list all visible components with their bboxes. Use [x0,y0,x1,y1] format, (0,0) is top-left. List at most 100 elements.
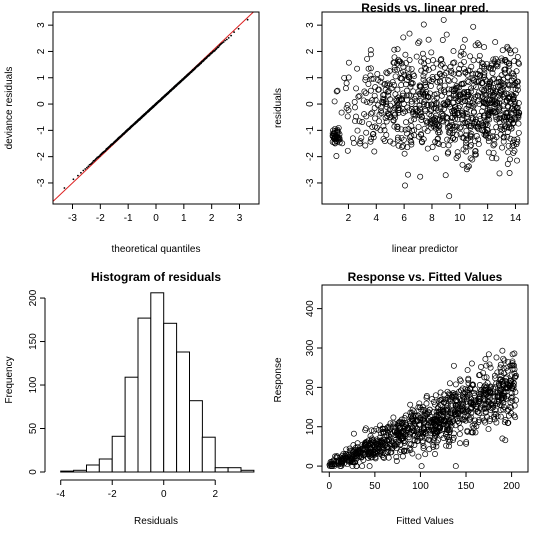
response-point [497,369,504,375]
resid-point [449,135,456,141]
response-point [487,383,494,390]
response-point [492,393,499,400]
resid-point [504,133,511,140]
response-point [427,424,434,431]
response-point [481,374,488,381]
resid-point [497,114,503,121]
response-point [470,399,477,406]
resid-point [400,34,407,41]
response-point [415,453,422,460]
resid-point [342,85,349,92]
response-point [384,443,390,450]
resid-point [428,49,435,56]
response-point [362,425,369,432]
resid-point [431,121,438,128]
resid-point [473,119,480,126]
histogram-bar [227,467,242,473]
response-point [400,435,407,441]
x-tick-label: 10 [454,213,466,224]
response-point [387,420,394,427]
response-point [433,429,440,436]
resid-point [491,101,498,107]
response-point [485,351,492,358]
response-point [501,357,508,364]
x-tick-label: 8 [429,213,435,224]
response-point [350,430,357,437]
resid-point [444,98,451,105]
resid-point [410,71,417,78]
x-tick-label: 2 [212,489,218,500]
x-tick-label: 0 [153,213,159,224]
resid-point [436,129,443,136]
qq-point [91,161,94,164]
resid-point [506,82,513,89]
response-point [460,401,467,408]
resid-point [345,107,352,114]
resid-point [405,71,412,78]
resid-point [420,76,427,83]
resid-point [369,131,376,138]
resid-point [446,77,453,84]
x-tick-label: 50 [369,481,381,492]
resid-point [476,52,483,59]
resid-point [479,108,486,115]
resid-point [432,118,439,125]
y-tick-label: 100 [305,418,316,435]
response-point [457,407,464,414]
resid-point [349,135,356,142]
resid-point [468,85,475,92]
response-point [467,413,474,420]
response-point [457,425,464,432]
response-point [353,463,360,470]
resid-point [422,97,429,104]
resid-point [509,139,516,146]
resid-point [444,77,451,83]
resid-point [516,60,522,67]
response-point [457,377,464,384]
response-point [444,434,451,440]
response-point [482,356,489,363]
resid-point [403,92,410,99]
response-point [494,369,501,376]
qq-point [87,165,90,168]
resid-point [455,152,461,159]
response-point [489,390,496,397]
resid-point [411,132,418,139]
resid-point [410,111,417,118]
resid-point [435,135,441,142]
resid-point [467,53,474,60]
resid-point [471,138,478,145]
resid-point [484,126,490,133]
resid-point [418,116,425,123]
resid-point [406,57,413,63]
response-point [452,463,459,470]
resid-point [384,70,391,77]
resid-linpred-points [329,16,523,200]
resid-point [463,166,470,173]
resid-point [423,102,430,108]
response-point [414,411,421,418]
resid-point [355,93,362,100]
response-point [511,374,518,381]
resid-point [375,86,382,93]
response-point [495,393,502,399]
resid-point [457,130,464,137]
response-point [497,364,504,371]
response-point [363,439,370,445]
histogram-bar [137,317,152,473]
response-point [511,362,517,369]
response-point [504,408,511,415]
resid-point [419,50,426,57]
resid-point [334,126,341,133]
qq-point [86,166,88,169]
resid-point [487,134,494,141]
resid-point [512,90,519,97]
response-point [461,394,468,400]
response-point [511,402,518,409]
resid-point [363,129,370,136]
histogram-bar [60,470,75,473]
response-point [497,388,504,394]
histogram-bars [60,292,255,473]
response-point [335,459,342,466]
resid-point [506,124,512,131]
